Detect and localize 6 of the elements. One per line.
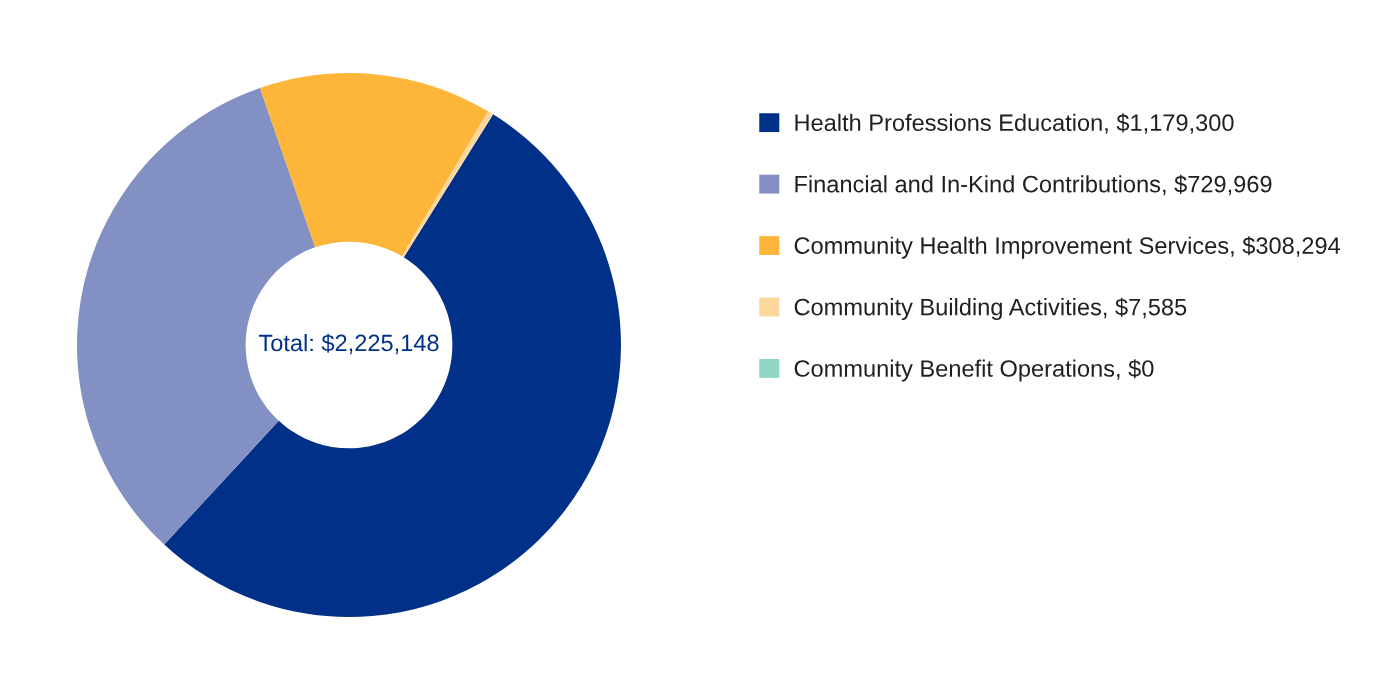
legend-label: Community Health Improvement Services, $308,294 [794, 236, 1341, 259]
text: Total: $2,225,148 [258, 333, 439, 355]
legend-label: Financial and In-Kind Contributions, $729,969 [795, 174, 1272, 196]
legend-label: Health Professions Education, $1,179,300 [795, 113, 1234, 134]
legend-label: Community Building Activities, $7,585 [794, 297, 1187, 321]
legend-label: Community Benefit Operations, $0 [794, 359, 1154, 382]
